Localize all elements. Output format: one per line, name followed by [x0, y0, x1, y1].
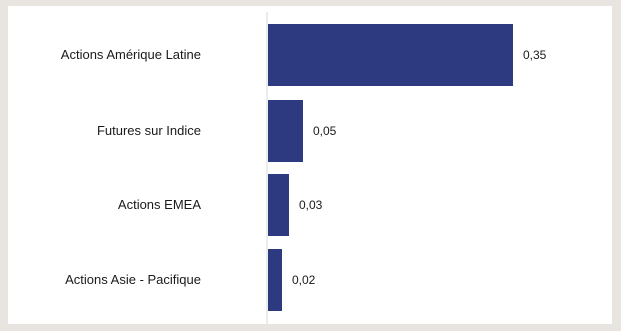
bar	[268, 100, 303, 162]
value-label: 0,02	[292, 273, 316, 287]
category-label: Futures sur Indice	[97, 123, 201, 138]
category-label: Actions Asie - Pacifique	[65, 272, 201, 287]
category-label: Actions EMEA	[118, 197, 201, 212]
bar	[268, 174, 289, 236]
category-label: Actions Amérique Latine	[61, 47, 201, 62]
bar	[268, 249, 282, 311]
bar-chart: Actions Amérique Latine 0,35 Futures sur I…	[61, 12, 547, 324]
value-label: 0,05	[313, 124, 337, 138]
value-label: 0,35	[523, 48, 547, 62]
value-label: 0,03	[299, 198, 323, 212]
bar	[268, 24, 513, 86]
chart-panel: Actions Amérique Latine 0,35 Futures sur I…	[8, 6, 612, 324]
